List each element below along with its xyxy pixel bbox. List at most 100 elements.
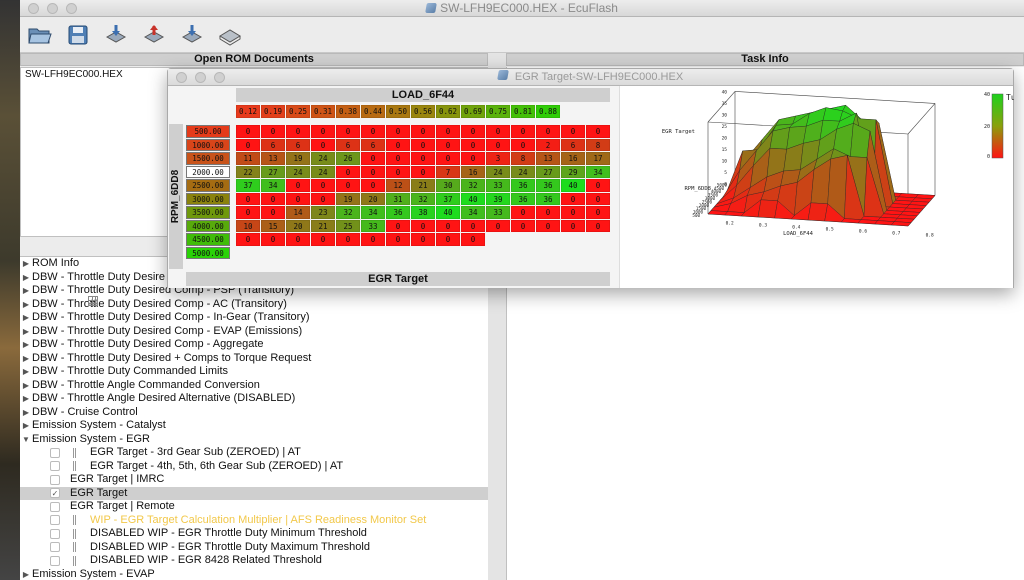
table-checkbox[interactable]: [50, 528, 60, 539]
table-cell[interactable]: 6: [361, 138, 385, 151]
table-cell[interactable]: 34: [586, 165, 610, 178]
chip-button[interactable]: [216, 21, 244, 49]
table-cell[interactable]: 0: [411, 219, 435, 232]
table-cell[interactable]: 0: [361, 152, 385, 165]
x-axis-cell[interactable]: 0.88: [536, 105, 560, 118]
table-cell[interactable]: 0: [511, 138, 535, 151]
table-cell[interactable]: 0: [586, 219, 610, 232]
table-cell[interactable]: 0: [561, 206, 585, 219]
table-cell[interactable]: 0: [261, 125, 285, 138]
y-axis-cell[interactable]: 4500.00: [186, 233, 230, 246]
table-cell[interactable]: 8: [511, 152, 535, 165]
x-axis-cell[interactable]: 0.62: [436, 105, 460, 118]
table-cell[interactable]: 34: [461, 206, 485, 219]
table-cell[interactable]: 0: [236, 206, 260, 219]
table-cell[interactable]: 11: [236, 152, 260, 165]
table-cell[interactable]: 0: [461, 138, 485, 151]
table-cell[interactable]: 33: [486, 206, 510, 219]
table-cell[interactable]: 24: [311, 152, 335, 165]
table-cell[interactable]: 12: [386, 179, 410, 192]
table-cell[interactable]: 0: [411, 125, 435, 138]
open-rom-button[interactable]: [26, 21, 54, 49]
table-cell[interactable]: 23: [311, 206, 335, 219]
x-axis-cell[interactable]: 0.25: [286, 105, 310, 118]
table-cell[interactable]: 15: [261, 219, 285, 232]
table-cell[interactable]: 19: [286, 152, 310, 165]
table-cell[interactable]: 0: [236, 192, 260, 205]
table-cell[interactable]: 13: [536, 152, 560, 165]
table-cell[interactable]: 0: [586, 179, 610, 192]
table-cell[interactable]: 24: [311, 165, 335, 178]
table-cell[interactable]: 0: [286, 233, 310, 246]
table-cell[interactable]: 16: [561, 152, 585, 165]
table-cell[interactable]: 0: [436, 233, 460, 246]
table-checkbox[interactable]: ✓: [50, 488, 60, 499]
test-write-button[interactable]: [178, 21, 206, 49]
table-cell[interactable]: 0: [486, 138, 510, 151]
y-axis-cell[interactable]: 3500.00: [186, 206, 230, 219]
table-cell[interactable]: 26: [336, 152, 360, 165]
table-cell[interactable]: 0: [536, 206, 560, 219]
table-cell[interactable]: 0: [336, 233, 360, 246]
table-cell[interactable]: 0: [386, 165, 410, 178]
tree-table-item[interactable]: WIP - EGR Target Calculation Multiplier …: [20, 514, 488, 528]
table-cell[interactable]: 40: [461, 192, 485, 205]
tree-table-item[interactable]: EGR Target - 4th, 5th, 6th Gear Sub (ZER…: [20, 460, 488, 474]
table-cell[interactable]: 0: [486, 125, 510, 138]
table-cell[interactable]: 0: [336, 165, 360, 178]
table-cell[interactable]: 0: [436, 219, 460, 232]
tree-table-item[interactable]: EGR Target - 3rd Gear Sub (ZEROED) | AT: [20, 446, 488, 460]
table-window-titlebar[interactable]: EGR Target-SW-LFH9EC000.HEX: [168, 69, 1013, 86]
table-cell[interactable]: 34: [261, 179, 285, 192]
table-cell[interactable]: 22: [236, 165, 260, 178]
table-cell[interactable]: 0: [286, 125, 310, 138]
tree-table-item[interactable]: EGR Target | IMRC: [20, 296, 488, 487]
table-cell[interactable]: 0: [461, 125, 485, 138]
tree-category[interactable]: ▶ DBW - Throttle Duty Desired Comp - Aggr…: [20, 338, 488, 352]
tree-category[interactable]: ▶ DBW - Throttle Angle Desired Alternativ…: [20, 392, 488, 406]
table-cell[interactable]: 21: [311, 219, 335, 232]
tree-category[interactable]: ▶ DBW - Throttle Duty Desired + Comps to …: [20, 352, 488, 366]
tree-table-item[interactable]: DISABLED WIP - EGR Throttle Duty Maximum…: [20, 541, 488, 555]
table-cell[interactable]: 0: [311, 192, 335, 205]
table-cell[interactable]: 34: [361, 206, 385, 219]
table-cell[interactable]: 27: [536, 165, 560, 178]
tree-category[interactable]: ▶ Emission System - Catalyst: [20, 419, 488, 433]
x-axis-cell[interactable]: 0.69: [461, 105, 485, 118]
table-checkbox[interactable]: [50, 542, 60, 553]
y-axis-cell[interactable]: 1500.00: [186, 152, 230, 165]
minimize-button[interactable]: [47, 3, 58, 14]
table-cell[interactable]: 0: [311, 138, 335, 151]
close-button[interactable]: [28, 3, 39, 14]
table-cell[interactable]: 0: [411, 165, 435, 178]
table-cell[interactable]: 0: [386, 233, 410, 246]
table-cell[interactable]: 6: [561, 138, 585, 151]
table-cell[interactable]: 0: [236, 125, 260, 138]
table-cell[interactable]: 0: [386, 125, 410, 138]
y-axis-cell[interactable]: 3000.00: [186, 192, 230, 205]
table-cell[interactable]: 0: [511, 219, 535, 232]
table-cell[interactable]: 25: [336, 219, 360, 232]
table-cell[interactable]: 6: [336, 138, 360, 151]
table-zoom-button[interactable]: [214, 72, 225, 83]
table-cell[interactable]: 0: [486, 219, 510, 232]
tree-category[interactable]: ▶ DBW - Cruise Control: [20, 406, 488, 420]
table-cell[interactable]: 0: [461, 152, 485, 165]
y-axis-cell[interactable]: 1000.00: [186, 138, 230, 151]
table-cell[interactable]: 20: [286, 219, 310, 232]
table-cell[interactable]: 0: [411, 152, 435, 165]
table-cell[interactable]: 0: [286, 192, 310, 205]
table-cell[interactable]: 32: [411, 192, 435, 205]
table-cell[interactable]: 31: [386, 192, 410, 205]
table-cell[interactable]: 0: [311, 125, 335, 138]
table-cell[interactable]: 38: [411, 206, 435, 219]
table-cell[interactable]: 0: [361, 165, 385, 178]
table-cell[interactable]: 0: [236, 233, 260, 246]
table-cell[interactable]: 32: [336, 206, 360, 219]
tree-category[interactable]: ▶ Emission System - EVAP: [20, 568, 488, 580]
table-cell[interactable]: 0: [536, 125, 560, 138]
table-checkbox[interactable]: [50, 515, 60, 526]
table-cell[interactable]: 0: [336, 179, 360, 192]
table-cell[interactable]: 0: [511, 206, 535, 219]
table-cell[interactable]: 0: [436, 152, 460, 165]
